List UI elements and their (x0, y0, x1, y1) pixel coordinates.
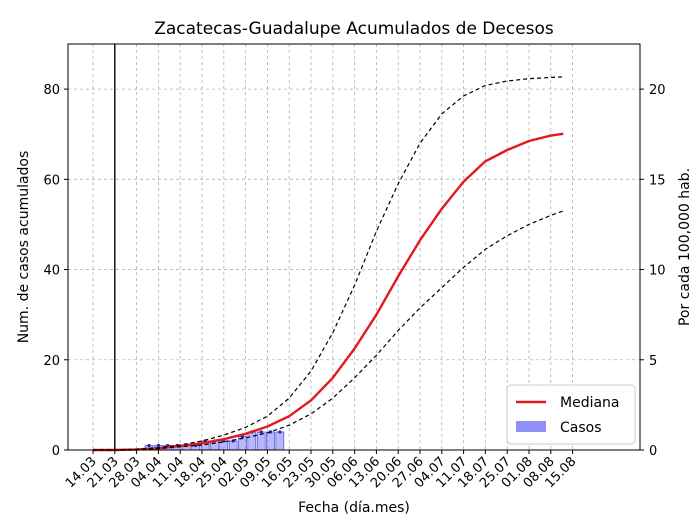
y-tick-label: 40 (43, 264, 60, 279)
legend-label-mediana: Mediana (560, 395, 620, 411)
casos-point (147, 443, 151, 448)
casos-point (156, 443, 160, 448)
y-axis-right-title: Por cada 100,000 hab. (677, 168, 693, 326)
y-tick-label: 60 (43, 173, 60, 188)
y-tick-label: 80 (43, 83, 60, 98)
series-line-mediana (93, 132, 564, 452)
y-axis-right-ticks: 0 5 10 15 20 (640, 83, 666, 459)
y-right-tick-label: 20 (649, 83, 666, 98)
band-line-upper (93, 76, 564, 451)
y-axis-ticks: 0 20 40 60 80 (43, 83, 68, 459)
grid (68, 44, 640, 451)
casos-bar (275, 431, 285, 451)
plot-frame (67, 43, 641, 451)
x-axis-title: Fecha (día.mes) (298, 500, 410, 516)
y-tick-label: 0 (52, 444, 60, 459)
y-tick-label: 20 (43, 354, 60, 369)
chart-title: Zacatecas-Guadalupe Acumulados de Deceso… (154, 19, 554, 39)
casos-bar (247, 431, 257, 451)
y-right-tick-label: 5 (649, 354, 657, 369)
legend-label-casos: Casos (560, 420, 602, 436)
y-right-tick-label: 0 (649, 444, 657, 459)
y-right-tick-label: 15 (649, 173, 666, 188)
casos-point (278, 430, 282, 434)
series-lines (93, 76, 564, 452)
band-line-lower (93, 210, 564, 451)
legend-swatch-casos (516, 421, 546, 432)
casos-point (259, 430, 263, 434)
legend: Mediana Casos (506, 384, 636, 445)
casos-bar (266, 431, 275, 451)
y-right-tick-label: 10 (649, 264, 666, 279)
y-axis-title: Num. de casos acumulados (16, 151, 32, 344)
